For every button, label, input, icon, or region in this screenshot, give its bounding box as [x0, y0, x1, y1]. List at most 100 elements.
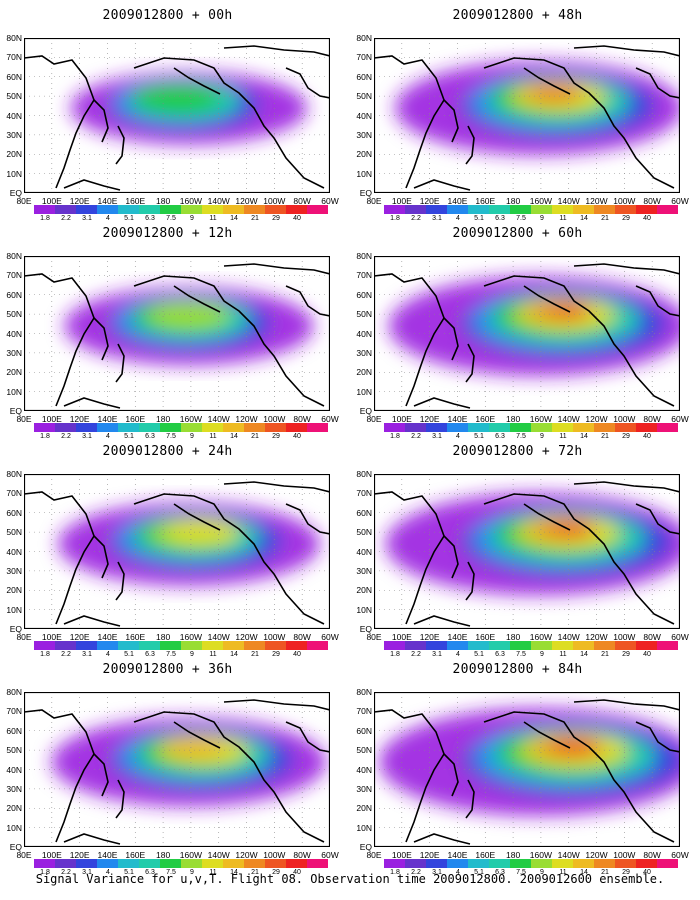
colorbar-tick-label: 6.3: [145, 433, 155, 440]
coastline: [223, 45, 330, 57]
latitude-label: 80N: [6, 469, 22, 479]
longitude-label: 140W: [557, 632, 580, 642]
colorbar-tick-label: 11: [559, 869, 567, 876]
colorbar-swatch: [265, 641, 286, 650]
latitude-label: 30N: [356, 347, 372, 358]
latitude-label: 20N: [6, 803, 22, 814]
coastline: [285, 721, 330, 753]
coastline: [465, 125, 475, 165]
coastline: [483, 275, 675, 407]
longitude-label: 100E: [391, 632, 412, 642]
colorbar-swatch: [657, 205, 678, 214]
colorbar-swatch: [307, 641, 328, 650]
longitude-label: 100E: [41, 850, 62, 860]
colorbar-tick-label: 1.8: [390, 651, 400, 658]
coastline: [173, 503, 221, 531]
colorbar-tick-label: 3.1: [82, 215, 92, 222]
longitude-label: 120E: [419, 414, 440, 424]
colorbar-tick-label: 3.1: [82, 869, 92, 876]
coastline: [483, 493, 675, 625]
longitude-label: 60W: [671, 414, 689, 424]
colorbar-swatch: [307, 859, 328, 868]
colorbar-tick-label: 1.8: [40, 215, 50, 222]
longitude-label: 120W: [235, 196, 258, 206]
colorbar-tick-label: 9: [540, 869, 544, 876]
coastline: [115, 125, 125, 165]
coastline: [635, 67, 680, 99]
colorbar-swatch: [384, 205, 405, 214]
coastline: [285, 67, 330, 99]
colorbar-tick-label: 9: [190, 215, 194, 222]
map-panel: 2009012800 + 60h 80N 70N 60N 50N 40N 30N 20N 10N…: [350, 226, 689, 444]
longitude-label: 140W: [207, 632, 230, 642]
longitude-label: 160E: [475, 632, 496, 642]
colorbar-tick-label: 40: [293, 651, 301, 658]
coastline: [133, 711, 325, 843]
latitude-label: 60N: [356, 289, 372, 300]
longitude-label: 160W: [179, 196, 203, 206]
variance-contour: [160, 737, 226, 760]
latitude-label: 30N: [356, 129, 372, 140]
panel-title: 2009012800 + 24h: [102, 444, 233, 459]
longitude-label: 100W: [263, 632, 286, 642]
colorbar: [384, 641, 678, 650]
colorbar-labels: 1.8 2.2 3.1 4 5.1 6.3 7.5 9 11 14 21 29 40: [384, 215, 651, 225]
longitude-label: 100E: [391, 850, 412, 860]
latitude-label: 20N: [6, 367, 22, 378]
coastline: [285, 285, 330, 317]
colorbar-tick-label: 9: [190, 869, 194, 876]
colorbar-tick-label: 21: [251, 215, 259, 222]
longitude-label: 80W: [293, 196, 311, 206]
colorbar-labels: 1.8 2.2 3.1 4 5.1 6.3 7.5 9 11 14 21 29 40: [34, 651, 301, 661]
colorbar-swatch: [594, 859, 615, 868]
colorbar-swatch: [202, 423, 223, 432]
longitude-label: 120E: [419, 850, 440, 860]
latitude-label: 20N: [356, 149, 372, 160]
colorbar-tick-label: 2.2: [411, 433, 421, 440]
longitude-label: 80E: [366, 850, 382, 860]
coastline: [285, 503, 330, 535]
colorbar-tick-label: 6.3: [145, 651, 155, 658]
longitude-label: 120E: [419, 196, 440, 206]
colorbar-swatch: [118, 641, 139, 650]
longitude-label: 100W: [263, 414, 286, 424]
longitude-label: 120W: [235, 850, 258, 860]
colorbar-swatch: [76, 423, 97, 432]
colorbar-tick-label: 40: [643, 869, 651, 876]
colorbar-labels: 1.8 2.2 3.1 4 5.1 6.3 7.5 9 11 14 21 29 40: [384, 433, 651, 443]
latitude-label: 60N: [356, 71, 372, 82]
colorbar-swatch: [34, 205, 55, 214]
figure-caption: Signal Variance for u,v,T. Flight 08. Ob…: [35, 872, 665, 886]
colorbar-swatch: [76, 641, 97, 650]
latitude-label: 50N: [6, 745, 22, 756]
colorbar: [34, 859, 328, 868]
colorbar-swatch: [307, 205, 328, 214]
longitude-label: 140E: [97, 850, 118, 860]
latitude-label: 80N: [356, 33, 372, 43]
colorbar: [34, 641, 328, 650]
latitude-label: 80N: [356, 251, 372, 261]
longitude-label: 140E: [447, 414, 468, 424]
longitude-label: 60W: [321, 414, 339, 424]
colorbar-tick-label: 2.2: [61, 215, 71, 222]
longitude-label: 80E: [16, 414, 32, 424]
colorbar-swatch: [244, 641, 265, 650]
longitude-label: 80W: [643, 196, 661, 206]
colorbar-labels: 1.8 2.2 3.1 4 5.1 6.3 7.5 9 11 14 21 29 40: [384, 651, 651, 661]
colorbar-swatch: [405, 423, 426, 432]
colorbar-labels: 1.8 2.2 3.1 4 5.1 6.3 7.5 9 11 14 21 29 40: [34, 215, 301, 225]
colorbar-swatch: [552, 423, 573, 432]
colorbar-swatch: [468, 859, 489, 868]
longitude-label: 180: [505, 850, 521, 860]
latitude-label: 70N: [6, 706, 22, 717]
colorbar-tick-label: 11: [559, 215, 567, 222]
longitude-label: 160W: [529, 414, 553, 424]
colorbar-swatch: [160, 205, 181, 214]
coastline: [115, 343, 125, 383]
latitude-label: 80N: [6, 251, 22, 261]
longitude-label: 100W: [613, 632, 636, 642]
map-panel: 2009012800 + 48h 80N 70N 60N 50N 40N 30N 20N 10N…: [350, 8, 688, 226]
latitude-label: 20N: [356, 803, 372, 814]
colorbar-swatch: [223, 859, 244, 868]
map-panel: 2009012800 + 36h 80N 70N 60N 50N 40N 30N 20N 10N…: [0, 662, 338, 880]
